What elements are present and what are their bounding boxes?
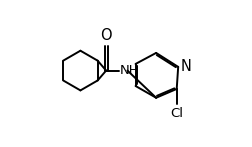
Text: N: N [181, 59, 192, 74]
Text: O: O [100, 28, 112, 43]
Text: NH: NH [119, 64, 139, 77]
Text: Cl: Cl [170, 107, 183, 120]
